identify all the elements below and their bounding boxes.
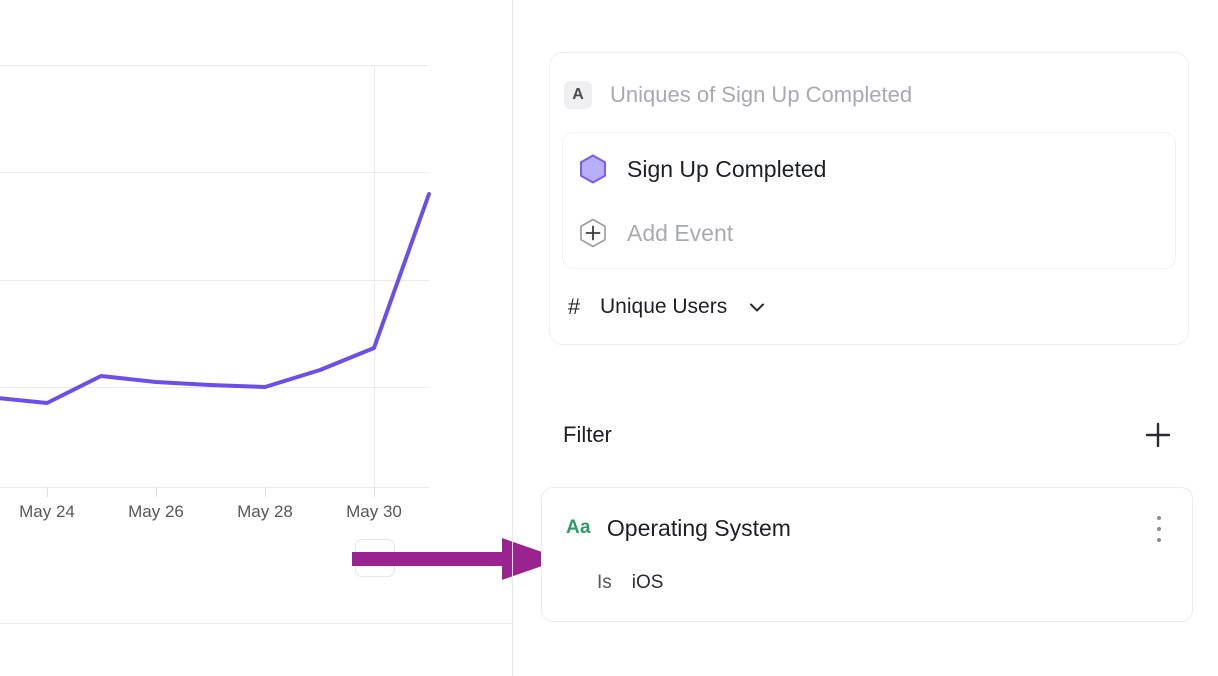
filter-item-card[interactable]: Aa Operating System Is iOS [541,487,1193,622]
x-tick-label: May 30 [346,502,402,521]
chart-x-axis-labels: May 24 May 26 May 28 May 30 [0,502,440,530]
event-item-label: Sign Up Completed [627,155,827,182]
letter-a-badge-icon: A [564,81,592,109]
add-filter-button[interactable] [1141,418,1175,452]
x-tick-label: May 26 [128,502,184,521]
filter-operator: Is [597,572,612,593]
kebab-dot [1157,516,1161,520]
filter-value: iOS [631,572,664,593]
filter-property-row[interactable]: Aa Operating System [566,511,791,545]
x-tick-label: May 24 [19,502,75,521]
chart-series-line [0,192,431,405]
x-tick-label: May 28 [237,502,293,521]
hash-icon: # [567,294,581,319]
panel-divider [512,0,513,676]
chart-gridlines [0,65,429,388]
metric-selector[interactable]: # Unique Users [564,289,767,325]
kebab-dot [1157,538,1161,542]
filter-condition-row[interactable]: Is iOS [597,568,663,598]
measure-row[interactable]: A Uniques of Sign Up Completed [564,75,912,115]
chart-bottom-divider [0,623,512,624]
metric-label: Unique Users [600,295,728,318]
chart-x-ticks [47,487,375,497]
hexagon-plus-icon [580,218,606,248]
events-list: Sign Up Completed Add Event [562,132,1176,269]
kebab-menu-icon[interactable] [1148,516,1170,542]
chart-page-indicator[interactable]: 1 [355,539,395,577]
filter-property-name: Operating System [606,514,791,541]
measure-title: Uniques of Sign Up Completed [610,82,913,107]
filter-section-title: Filter [563,422,612,447]
hexagon-filled-icon [580,154,606,184]
chevron-down-icon[interactable] [747,297,767,317]
filter-section-header: Filter [563,418,1175,452]
add-event-label: Add Event [627,219,734,246]
event-config-card: A Uniques of Sign Up Completed Sign Up C… [549,52,1189,345]
config-panel: A Uniques of Sign Up Completed Sign Up C… [513,0,1218,676]
line-chart[interactable] [0,0,512,623]
chart-panel: May 24 May 26 May 28 May 30 1 [0,0,512,623]
text-type-icon: Aa [566,517,591,538]
add-event-button[interactable]: Add Event [577,211,733,255]
plus-icon [1145,422,1171,448]
kebab-dot [1157,527,1161,531]
event-item-sign-up-completed[interactable]: Sign Up Completed [577,147,826,191]
